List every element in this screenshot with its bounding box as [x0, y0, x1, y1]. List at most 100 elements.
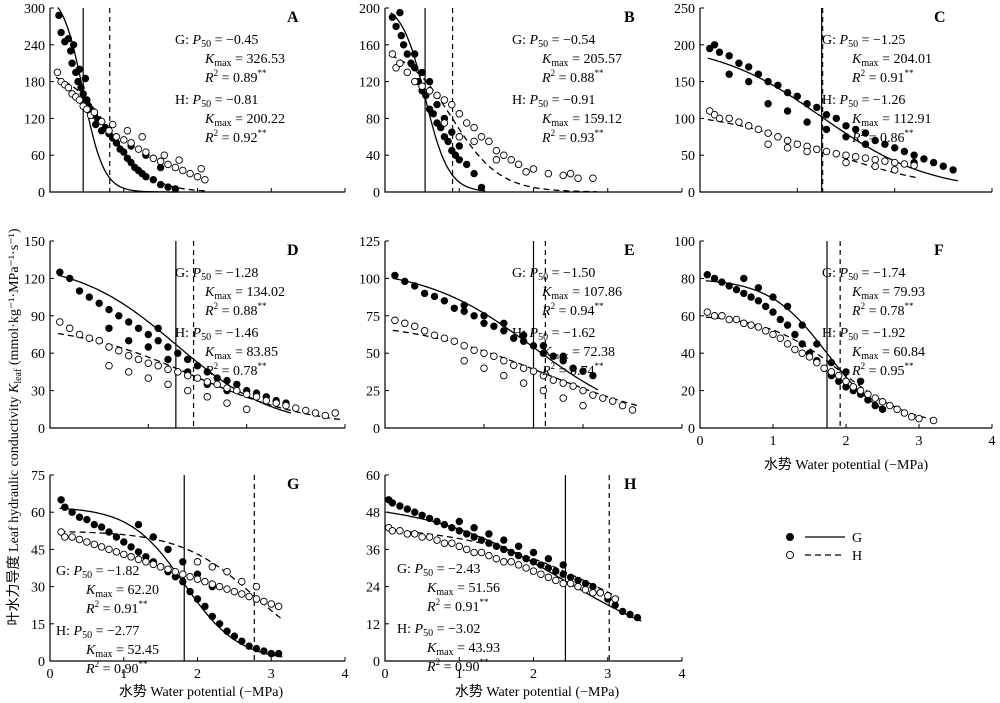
panel-F: 0 20 40 60 80 100 0 1 2 3 4 F G: P50 = −1.74 Kmax = 7… — [674, 235, 996, 449]
data-point-h — [215, 582, 224, 591]
y-axis-label-sub: leaf — [13, 368, 24, 384]
anno-p50-h: H: P50 = −0.91 — [512, 93, 595, 110]
anno-kmax-g: Kmax = 107.86 — [541, 285, 622, 302]
data-point-h — [174, 368, 182, 376]
anno-r-sup: 2 — [551, 128, 556, 138]
anno-r-sup: 2 — [214, 361, 219, 371]
panel-letter: D — [287, 242, 299, 259]
data-point-h — [871, 394, 879, 402]
anno-r-symbol: R — [541, 131, 551, 146]
anno-k-sub: max — [436, 587, 453, 598]
data-point-h — [514, 561, 523, 569]
y-tick-label: 80 — [681, 272, 695, 287]
data-point-h — [223, 384, 231, 392]
y-tick-label: 0 — [38, 655, 45, 670]
data-point-h — [124, 368, 133, 376]
data-point-h — [134, 145, 143, 153]
data-point-g — [448, 524, 456, 532]
data-point-h — [233, 386, 241, 395]
anno-p-sub: 50 — [848, 39, 858, 50]
data-point-h — [186, 572, 194, 581]
anno-k-sub: max — [551, 118, 568, 129]
data-point-g — [793, 92, 801, 100]
anno-p-sub: 50 — [201, 272, 211, 283]
anno-r2-g: R2 = 0.94** — [541, 301, 604, 319]
anno-r-symbol: R — [85, 602, 95, 617]
anno-r-value: = 0.88 — [555, 71, 594, 86]
anno-p50-g: G: P50 = −1.25 — [822, 33, 905, 50]
anno-r-symbol: R — [204, 131, 214, 146]
anno-k-sub: max — [861, 291, 878, 302]
data-point-g — [455, 517, 463, 526]
data-point-g — [57, 28, 65, 37]
y-tick-label: 60 — [681, 310, 695, 325]
data-point-h — [267, 600, 276, 608]
anno-r-symbol: R — [204, 71, 214, 86]
data-point-h — [477, 133, 486, 141]
anno-r-symbol: R — [204, 364, 214, 379]
data-point-g — [764, 99, 772, 108]
data-point-g — [388, 499, 397, 507]
y-tick-label: 45 — [31, 543, 45, 558]
data-point-h — [589, 391, 597, 399]
data-point-g — [861, 129, 870, 137]
data-point-h — [53, 68, 62, 77]
anno-p-symbol: P — [192, 33, 202, 48]
data-point-g — [233, 380, 241, 389]
data-point-h — [164, 160, 172, 169]
anno-r-value: = 0.86 — [865, 131, 904, 146]
anno-k-value: = 72.38 — [569, 345, 615, 360]
data-point-h — [864, 390, 872, 399]
data-point-g — [725, 52, 733, 60]
fit-curve-g — [387, 511, 642, 622]
anno-r-sup: 2 — [214, 128, 219, 138]
anno-r-sup: 2 — [436, 597, 441, 607]
data-point-h — [559, 379, 567, 387]
data-point-h — [783, 136, 792, 145]
data-point-g — [156, 163, 165, 172]
anno-p50-g: G: P50 = −0.45 — [175, 33, 258, 50]
data-point-g — [500, 327, 508, 335]
anno-p-value: = −1.74 — [858, 266, 905, 281]
y-tick-label: 200 — [674, 39, 695, 54]
anno-k-symbol: K — [204, 112, 215, 127]
data-point-g — [420, 289, 429, 298]
anno-p50-h: H: P50 = −1.62 — [512, 326, 595, 343]
data-point-g — [85, 293, 93, 301]
anno-k-value: = 326.53 — [232, 52, 285, 67]
anno-kmax-g: Kmax = 62.20 — [85, 583, 159, 600]
data-point-g — [201, 602, 209, 611]
anno-p-symbol: P — [73, 624, 83, 639]
anno-k-sub: max — [861, 118, 878, 129]
anno-r2-h: R2 = 0.93** — [541, 128, 604, 146]
anno-p-sub: 50 — [82, 630, 92, 641]
panel-letter: B — [624, 9, 635, 26]
data-point-g — [881, 140, 889, 148]
y-tick-label: 60 — [31, 506, 45, 521]
fit-curve-h — [55, 76, 209, 192]
data-point-g — [425, 514, 434, 523]
data-point-g — [754, 284, 763, 292]
data-point-h — [396, 527, 404, 535]
y-tick-label: 40 — [681, 347, 695, 362]
data-point-h — [127, 139, 135, 147]
anno-r-symbol: R — [204, 304, 214, 319]
data-point-g — [64, 35, 73, 43]
panel-G: 0 15 30 45 60 75 0 1 2 3 4 G G: P50 = −1.82 Kmax = 62… — [31, 469, 349, 682]
data-point-h — [492, 146, 501, 155]
data-point-h — [95, 336, 103, 345]
data-point-h — [710, 312, 719, 320]
anno-k-sub: max — [551, 58, 568, 69]
anno-p50-g: G: P50 = −1.50 — [512, 266, 595, 283]
data-point-h — [579, 401, 587, 410]
data-point-g — [891, 144, 899, 152]
data-point-h — [537, 570, 545, 578]
anno-r-sup: 2 — [214, 68, 219, 78]
data-point-g — [939, 162, 947, 170]
data-point-h — [391, 316, 399, 325]
anno-r-stars: ** — [904, 301, 914, 311]
data-point-g — [769, 293, 777, 301]
anno-p50-h: H: P50 = −3.02 — [397, 622, 480, 639]
data-point-g — [418, 68, 426, 77]
